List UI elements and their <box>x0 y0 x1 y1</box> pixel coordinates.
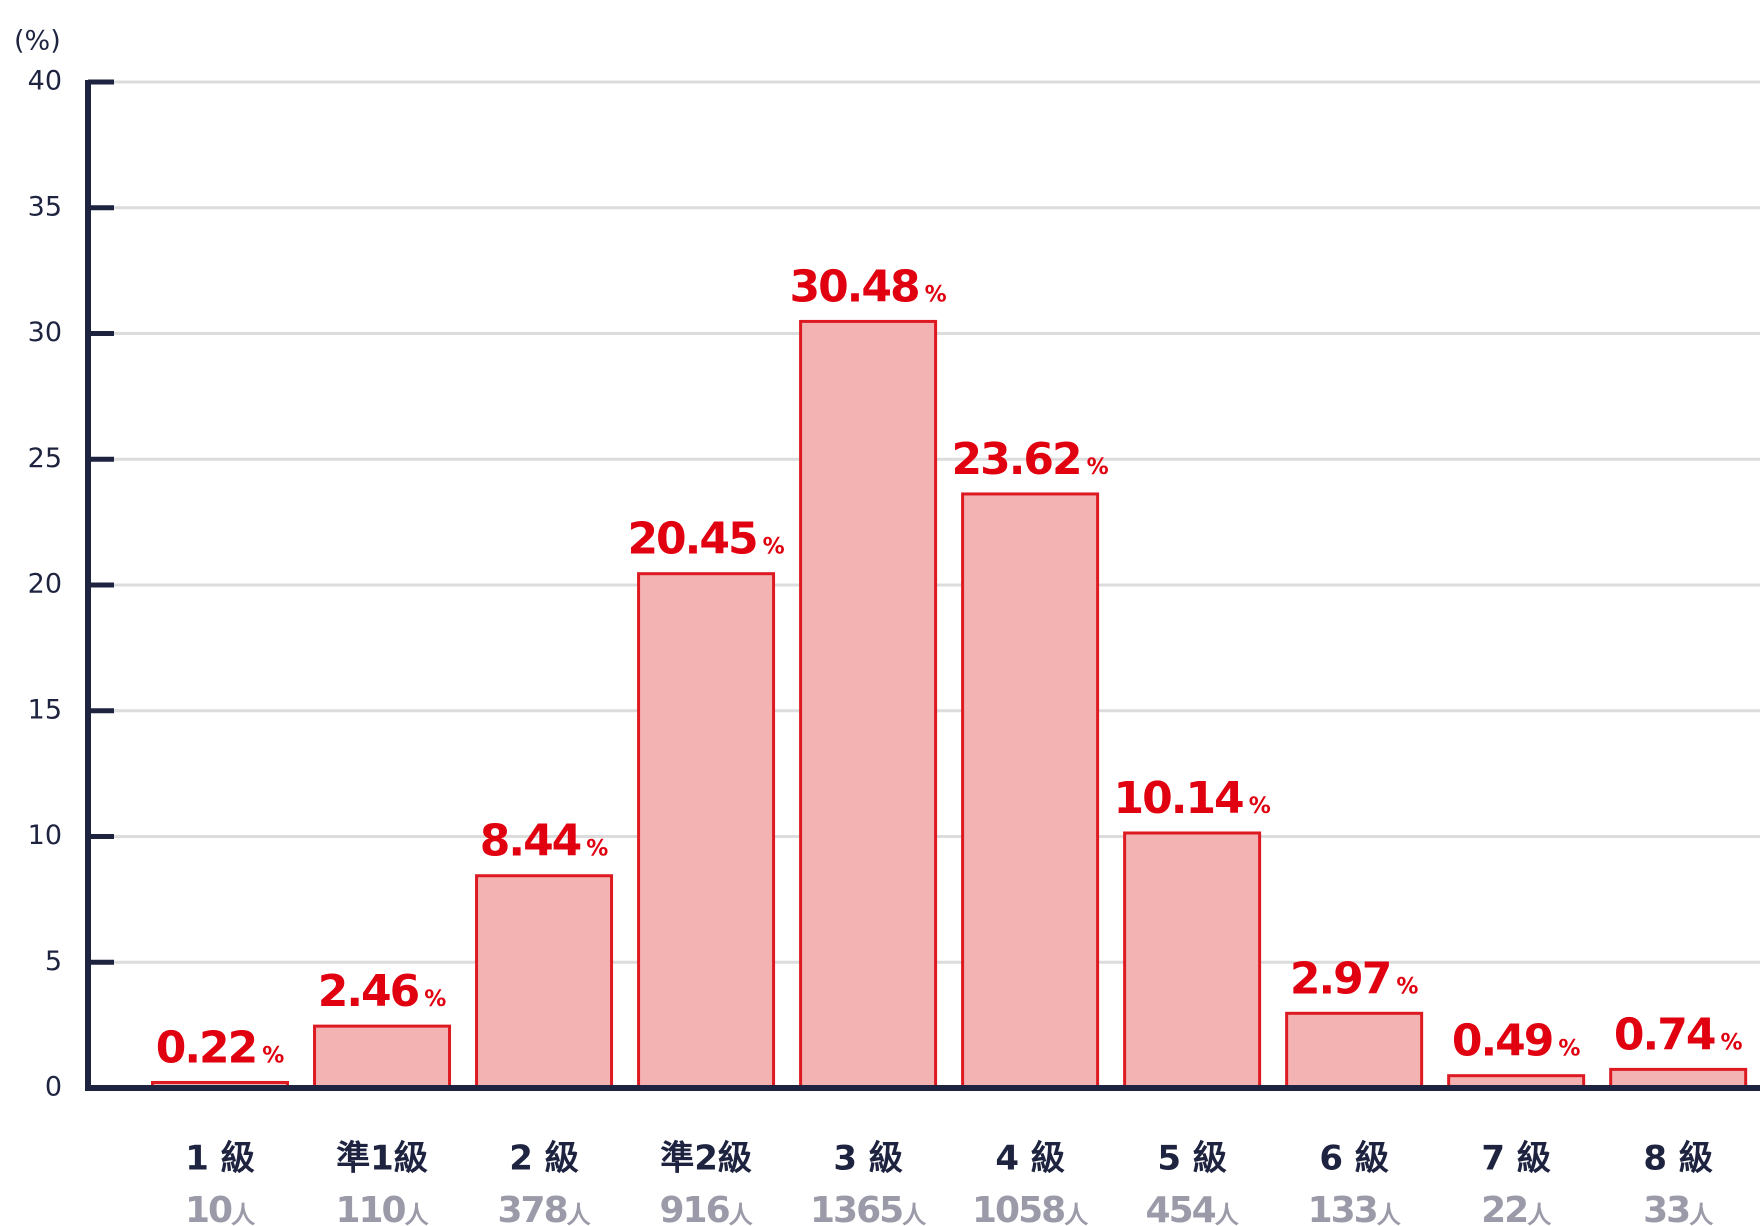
value-label: 23.62% <box>951 434 1108 485</box>
value-unit: % <box>1720 1030 1742 1055</box>
count-unit: 人 <box>1215 1201 1239 1226</box>
count-label: 1365人 <box>810 1190 926 1226</box>
count-number: 916 <box>659 1190 729 1226</box>
count-label: 22人 <box>1481 1190 1551 1226</box>
value-number: 10.14 <box>1114 773 1244 824</box>
x-tick-label: 4 級 <box>995 1139 1065 1179</box>
x-tick-label: 3 級 <box>833 1139 903 1179</box>
x-tick-label: 1 級 <box>185 1139 255 1179</box>
count-number: 10 <box>185 1190 232 1226</box>
value-number: 0.49 <box>1452 1016 1553 1067</box>
x-tick-label: 7 級 <box>1481 1139 1551 1179</box>
y-tick-label: 10 <box>28 820 62 851</box>
count-label: 33人 <box>1643 1190 1713 1226</box>
count-unit: 人 <box>729 1201 753 1226</box>
value-unit: % <box>1558 1037 1580 1062</box>
value-label: 8.44% <box>480 816 609 867</box>
count-label: 110人 <box>335 1190 428 1226</box>
value-unit: % <box>424 987 446 1012</box>
count-number: 133 <box>1308 1190 1377 1226</box>
x-tick-label: 5 級 <box>1157 1139 1227 1179</box>
value-number: 2.46 <box>318 966 419 1017</box>
count-number: 33 <box>1643 1190 1689 1226</box>
bar <box>313 1024 452 1090</box>
count-label: 133人 <box>1308 1190 1401 1226</box>
count-label: 454人 <box>1146 1190 1239 1226</box>
x-tick-label: 準2級 <box>660 1139 752 1179</box>
count-label: 916人 <box>659 1190 752 1226</box>
x-tick-label: 6 級 <box>1319 1139 1389 1179</box>
value-unit: % <box>586 837 608 862</box>
value-unit: % <box>763 535 785 560</box>
count-number: 454 <box>1146 1190 1216 1226</box>
value-label: 0.49% <box>1452 1016 1581 1067</box>
value-unit: % <box>925 282 947 307</box>
count-label: 378人 <box>497 1190 590 1226</box>
bar <box>799 319 938 1090</box>
count-label: 10人 <box>185 1190 255 1226</box>
count-number: 1365 <box>810 1190 902 1226</box>
y-tick-label: 5 <box>45 946 62 977</box>
bar <box>961 492 1100 1090</box>
x-tick-label: 準1級 <box>336 1139 428 1179</box>
count-label: 1058人 <box>972 1190 1088 1226</box>
count-unit: 人 <box>1064 1201 1088 1226</box>
value-label: 2.97% <box>1290 953 1419 1004</box>
value-unit: % <box>1396 974 1418 999</box>
count-unit: 人 <box>1527 1201 1551 1226</box>
y-tick-label: 20 <box>28 569 62 600</box>
count-unit: 人 <box>231 1201 255 1226</box>
bar <box>1123 831 1262 1090</box>
value-label: 0.22% <box>156 1022 285 1073</box>
count-number: 22 <box>1481 1190 1527 1226</box>
value-unit: % <box>1087 455 1109 480</box>
value-label: 20.45% <box>627 514 784 565</box>
value-label: 0.74% <box>1614 1009 1743 1060</box>
value-number: 20.45 <box>627 514 756 565</box>
count-unit: 人 <box>1377 1201 1401 1226</box>
value-number: 8.44 <box>480 816 581 867</box>
y-axis-label: (%) <box>14 26 61 57</box>
count-number: 1058 <box>972 1190 1064 1226</box>
value-label: 2.46% <box>318 966 447 1017</box>
y-tick-label: 25 <box>28 443 62 474</box>
bar <box>1285 1011 1424 1090</box>
count-number: 110 <box>335 1190 405 1226</box>
value-number: 2.97 <box>1290 953 1391 1004</box>
count-unit: 人 <box>1689 1201 1713 1226</box>
count-number: 378 <box>497 1190 566 1226</box>
value-unit: % <box>1249 794 1271 819</box>
value-label: 10.14% <box>1114 773 1271 824</box>
value-unit: % <box>262 1043 284 1068</box>
value-number: 0.74 <box>1614 1009 1715 1060</box>
x-tick-label: 8 級 <box>1643 1139 1713 1179</box>
bar <box>637 572 776 1090</box>
value-number: 30.48 <box>789 261 918 312</box>
y-tick-label: 35 <box>28 191 62 222</box>
bar <box>475 874 614 1090</box>
count-unit: 人 <box>405 1201 429 1226</box>
y-tick-label: 40 <box>28 66 62 97</box>
value-label: 30.48% <box>789 261 946 312</box>
value-number: 0.22 <box>156 1022 257 1073</box>
value-number: 23.62 <box>951 434 1080 485</box>
count-unit: 人 <box>902 1201 926 1226</box>
y-tick-label: 30 <box>28 317 62 348</box>
y-tick-label: 15 <box>28 694 62 725</box>
count-unit: 人 <box>567 1201 591 1226</box>
y-tick-label: 0 <box>45 1072 62 1103</box>
x-tick-label: 2 級 <box>509 1139 579 1179</box>
